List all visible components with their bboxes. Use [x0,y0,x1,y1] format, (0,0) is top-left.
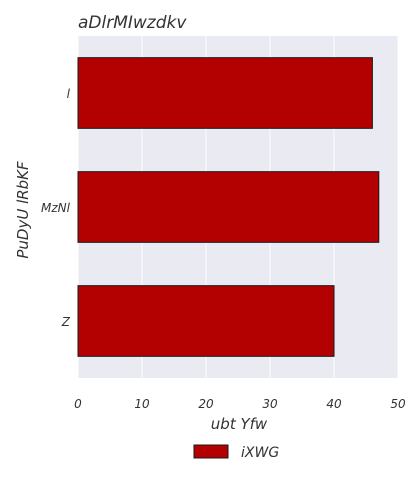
x-axis-label: ubt Yfw [211,415,268,433]
chart-title: aDlrMIwzdkv [78,13,187,33]
y-axis-label: PuDyU lRbKF [14,161,32,259]
bar [77,285,335,357]
x-tick-label: 20 [198,397,214,411]
bars [77,57,380,357]
x-tick-label: 0 [74,397,82,411]
y-tick-label: l [67,87,71,101]
legend-label: iXWG [241,445,279,461]
x-tick-label: 40 [326,397,342,411]
bar [77,57,373,129]
bar [77,171,380,243]
legend: iXWG [193,444,279,461]
legend-swatch [193,444,229,459]
x-tick-label: 30 [262,397,278,411]
x-tick-label: 50 [390,397,406,411]
y-tick-labels: l MzNl Z [41,87,71,329]
x-tick-label: 10 [134,397,150,411]
y-tick-label: MzNl [41,201,71,215]
y-tick-label: Z [61,315,71,329]
x-tick-labels: 0 10 20 30 40 50 [74,397,406,411]
